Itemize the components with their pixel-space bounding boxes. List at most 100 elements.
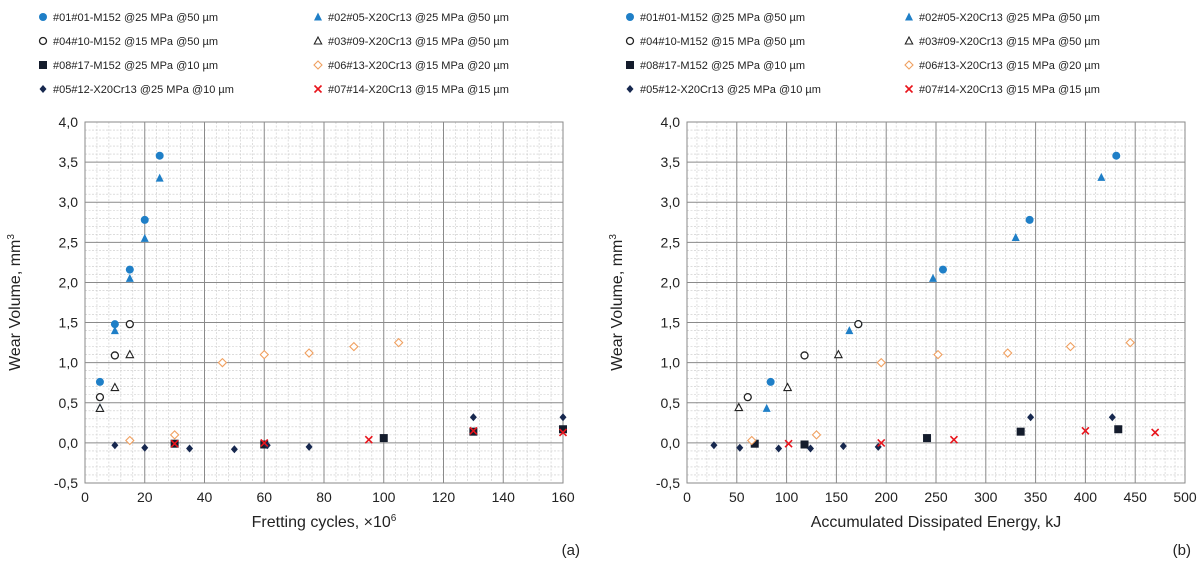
legend-label: #02#05-X20Cr13 @25 MPa @50 µm xyxy=(919,12,1100,24)
legend-label: #07#14-X20Cr13 @15 MPa @15 µm xyxy=(328,84,509,96)
data-point xyxy=(559,425,567,434)
data-point xyxy=(1125,337,1135,348)
x-tick-label: 100 xyxy=(372,489,396,505)
data-point xyxy=(833,349,844,359)
legend-label: #06#13-X20Cr13 @15 MPa @20 µm xyxy=(328,60,509,72)
data-point xyxy=(169,430,180,440)
series-2 xyxy=(762,172,1106,412)
x-tick-label: 160 xyxy=(551,489,575,505)
data-point xyxy=(1151,428,1160,437)
x-tick-label: 350 xyxy=(1024,489,1048,505)
x-axis-title-superscript: 6 xyxy=(391,513,397,524)
y-tick-label: 2,0 xyxy=(661,274,681,290)
y-tick-label: 4,0 xyxy=(59,114,79,130)
legend-marker xyxy=(626,85,634,93)
data-point xyxy=(140,233,149,242)
series-3 xyxy=(95,320,134,402)
data-point xyxy=(393,337,404,348)
legend-label: #05#12-X20Cr13 @25 MPa @10 µm xyxy=(640,84,821,96)
x-axis-title-text: Accumulated Dissipated Energy, kJ xyxy=(811,514,1061,531)
x-axis-title-text: Fretting cycles, ×10 xyxy=(252,514,391,531)
data-point xyxy=(845,326,854,335)
chart-panel-b: #01#01-M152 @25 MPa @50 µm #02#05-X20Cr13… xyxy=(599,0,1197,564)
x-tick-label: 80 xyxy=(316,489,332,505)
y-axis-title: Wear Volume, mm3 xyxy=(608,234,626,371)
legend-marker xyxy=(313,84,323,94)
series-6 xyxy=(746,337,1135,446)
y-axis-title: Wear Volume, mm3 xyxy=(6,234,24,371)
x-tick-label: 120 xyxy=(432,489,456,505)
panel-label: (b) xyxy=(1173,542,1191,559)
data-point xyxy=(469,413,477,422)
y-tick-label: 0,0 xyxy=(59,435,79,451)
data-point xyxy=(110,382,120,392)
data-point xyxy=(140,215,149,224)
data-point xyxy=(260,440,269,449)
data-point xyxy=(1081,426,1090,435)
data-point xyxy=(558,428,568,437)
x-tick-label: 400 xyxy=(1074,489,1098,505)
x-tick-label: 140 xyxy=(492,489,516,505)
legend-marker xyxy=(626,61,634,69)
legend-entry: #08#17-M152 @25 MPa @10 µm xyxy=(39,60,218,72)
legend-marker xyxy=(904,60,914,70)
data-point xyxy=(1114,425,1123,434)
data-point xyxy=(1112,151,1121,160)
x-tick-label: 300 xyxy=(974,489,998,505)
x-tick-label: 0 xyxy=(81,489,89,505)
data-point xyxy=(110,320,119,329)
x-axis-title: Fretting cycles, ×106 xyxy=(252,513,397,531)
series-5 xyxy=(750,425,1123,449)
series-8 xyxy=(784,426,1160,448)
legend-entry: #04#10-M152 @15 MPa @50 µm xyxy=(625,36,805,48)
data-point xyxy=(1065,341,1076,352)
plot-border xyxy=(686,121,1186,484)
legend-marker xyxy=(905,12,913,21)
x-axis-title: Accumulated Dissipated Energy, kJ xyxy=(811,514,1061,531)
x-tick-label: 40 xyxy=(197,489,213,505)
y-tick-label: -0,5 xyxy=(656,475,680,491)
y-tick-label: 4,0 xyxy=(661,114,681,130)
data-point xyxy=(141,443,149,452)
data-point xyxy=(259,349,270,360)
legend-entry: #02#05-X20Cr13 @25 MPa @50 µm xyxy=(314,12,509,24)
legend-marker xyxy=(625,36,635,46)
data-point xyxy=(762,403,771,412)
y-tick-label: 1,5 xyxy=(661,315,681,331)
legend-label: #03#09-X20Cr13 @15 MPa @50 µm xyxy=(919,36,1100,48)
legend-marker xyxy=(314,12,322,21)
legend-marker xyxy=(39,61,47,69)
data-point xyxy=(1011,233,1020,242)
x-tick-label: 60 xyxy=(256,489,272,505)
legend-label: #06#13-X20Cr13 @15 MPa @20 µm xyxy=(919,60,1100,72)
y-tick-label: 0,5 xyxy=(59,395,79,411)
legend-entry: #03#09-X20Cr13 @15 MPa @50 µm xyxy=(313,35,509,48)
legend-marker xyxy=(904,35,914,45)
legend-label: #08#17-M152 @25 MPa @10 µm xyxy=(53,60,218,72)
x-tick-label: 0 xyxy=(683,489,691,505)
data-point xyxy=(304,348,314,358)
data-point xyxy=(938,265,947,274)
x-tick-label: 500 xyxy=(1173,489,1197,505)
data-point xyxy=(125,349,135,359)
y-tick-label: 1,0 xyxy=(661,355,681,371)
legend-b: #01#01-M152 @25 MPa @50 µm #02#05-X20Cr13… xyxy=(625,12,1100,96)
y-tick-label: 1,0 xyxy=(59,355,79,371)
data-point xyxy=(710,441,718,450)
data-point xyxy=(125,435,135,446)
data-point xyxy=(775,444,783,453)
grid-a xyxy=(84,121,564,484)
data-point xyxy=(839,442,847,451)
data-point xyxy=(125,320,134,329)
x-tick-label: 450 xyxy=(1124,489,1148,505)
data-point xyxy=(782,382,793,392)
series-1 xyxy=(766,151,1121,386)
legend-entry: #07#14-X20Cr13 @15 MPa @15 µm xyxy=(313,84,509,96)
plot-border xyxy=(84,121,564,484)
data-point xyxy=(95,393,105,402)
y-axis-title-text: Wear Volume, mm xyxy=(609,240,626,371)
data-point xyxy=(736,443,744,452)
data-point xyxy=(1025,215,1034,224)
y-tick-label: 2,0 xyxy=(59,274,79,290)
data-point xyxy=(800,440,809,449)
